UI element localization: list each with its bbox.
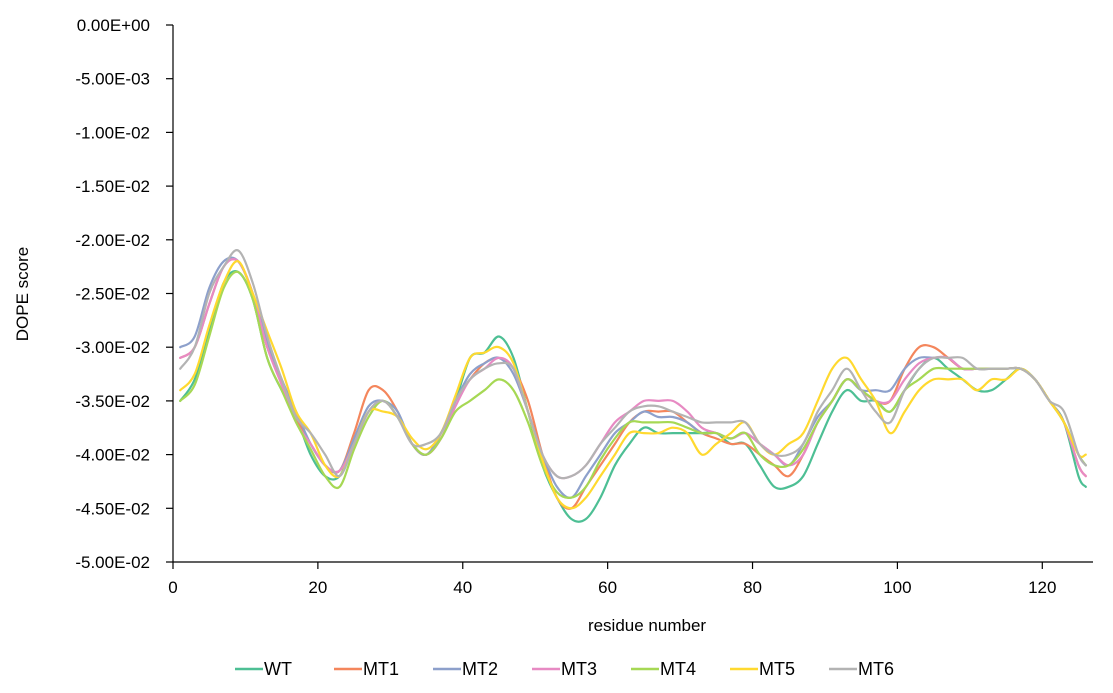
- x-tick-label: 60: [598, 578, 617, 597]
- y-tick-label: -3.00E-02: [75, 338, 150, 357]
- legend-item-mt3: MT3: [532, 659, 597, 679]
- series-line-wt: [179, 270, 1087, 523]
- y-tick-label: -5.00E-03: [75, 70, 150, 89]
- x-axis-title: residue number: [588, 616, 706, 635]
- series-line-mt5: [179, 260, 1087, 510]
- x-tick-label: 20: [308, 578, 327, 597]
- y-tick-label: -3.50E-02: [75, 392, 150, 411]
- x-tick-label: 0: [168, 578, 177, 597]
- series-lines: [179, 249, 1087, 523]
- legend-label: MT5: [759, 659, 795, 679]
- legend-label: WT: [264, 659, 292, 679]
- x-tick-label: 80: [743, 578, 762, 597]
- legend-label: MT1: [363, 659, 399, 679]
- series-line-mt1: [179, 258, 1087, 510]
- legend-item-mt1: MT1: [334, 659, 399, 679]
- y-tick-label: -4.50E-02: [75, 499, 150, 518]
- legend-item-wt: WT: [235, 659, 292, 679]
- y-tick-label: -1.50E-02: [75, 177, 150, 196]
- x-tick-label: 40: [453, 578, 472, 597]
- legend-label: MT4: [660, 659, 696, 679]
- legend-label: MT6: [858, 659, 894, 679]
- legend-item-mt6: MT6: [829, 659, 894, 679]
- y-axis-title: DOPE score: [13, 247, 32, 341]
- series-line-mt4: [179, 270, 1087, 499]
- y-tick-label: -2.50E-02: [75, 285, 150, 304]
- legend: WT MT1 MT2 MT3 MT4 MT5 MT6: [235, 659, 894, 679]
- y-tick-label: -1.00E-02: [75, 123, 150, 142]
- legend-item-mt5: MT5: [730, 659, 795, 679]
- legend-item-mt4: MT4: [631, 659, 696, 679]
- series-line-mt6: [179, 249, 1087, 480]
- x-axis: 0 20 40 60 80 100 120: [168, 561, 1093, 597]
- y-axis: 0.00E+00 -5.00E-03 -1.00E-02 -1.50E-02 -2.00…: [75, 16, 174, 572]
- legend-label: MT2: [462, 659, 498, 679]
- legend-item-mt2: MT2: [433, 659, 498, 679]
- y-tick-label: 0.00E+00: [77, 16, 150, 35]
- y-tick-label: -4.00E-02: [75, 446, 150, 465]
- x-tick-label: 100: [883, 578, 911, 597]
- y-tick-label: -2.00E-02: [75, 231, 150, 250]
- x-tick-label: 120: [1028, 578, 1056, 597]
- y-tick-label: -5.00E-02: [75, 553, 150, 572]
- legend-label: MT3: [561, 659, 597, 679]
